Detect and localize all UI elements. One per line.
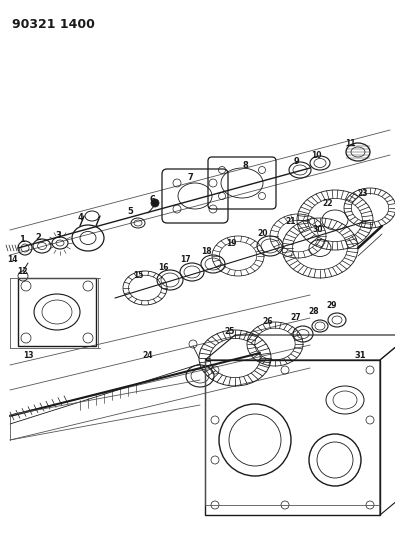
Text: 27: 27 (291, 313, 301, 322)
Text: 90321 1400: 90321 1400 (12, 18, 95, 31)
Text: 12: 12 (17, 268, 27, 277)
Text: 9: 9 (293, 157, 299, 166)
Text: 22: 22 (323, 199, 333, 208)
Bar (18, 278, 96, 346)
Text: 7: 7 (187, 174, 193, 182)
Text: 5: 5 (127, 207, 133, 216)
Text: 19: 19 (226, 239, 236, 248)
Text: 15: 15 (133, 271, 143, 279)
Text: 1: 1 (19, 236, 25, 245)
Text: 31: 31 (354, 351, 366, 359)
Text: 30: 30 (313, 225, 323, 235)
Text: 29: 29 (327, 301, 337, 310)
Text: 28: 28 (308, 308, 319, 317)
Circle shape (151, 199, 159, 207)
Text: 25: 25 (225, 327, 235, 336)
Text: 23: 23 (358, 189, 368, 198)
Text: 26: 26 (263, 318, 273, 327)
Text: 8: 8 (242, 160, 248, 169)
Text: 18: 18 (201, 247, 211, 256)
Text: 21: 21 (286, 217, 296, 227)
Text: 17: 17 (180, 255, 190, 264)
Text: 14: 14 (7, 255, 17, 264)
Bar (205, 360, 380, 515)
Text: 13: 13 (23, 351, 33, 359)
Text: 24: 24 (143, 351, 153, 359)
Text: 10: 10 (311, 150, 321, 159)
Text: 6: 6 (149, 196, 155, 205)
Text: 3: 3 (55, 230, 61, 239)
Text: 20: 20 (258, 230, 268, 238)
Text: 4: 4 (77, 214, 83, 222)
Text: 2: 2 (35, 233, 41, 243)
Text: 11: 11 (345, 139, 355, 148)
Text: 16: 16 (158, 262, 168, 271)
